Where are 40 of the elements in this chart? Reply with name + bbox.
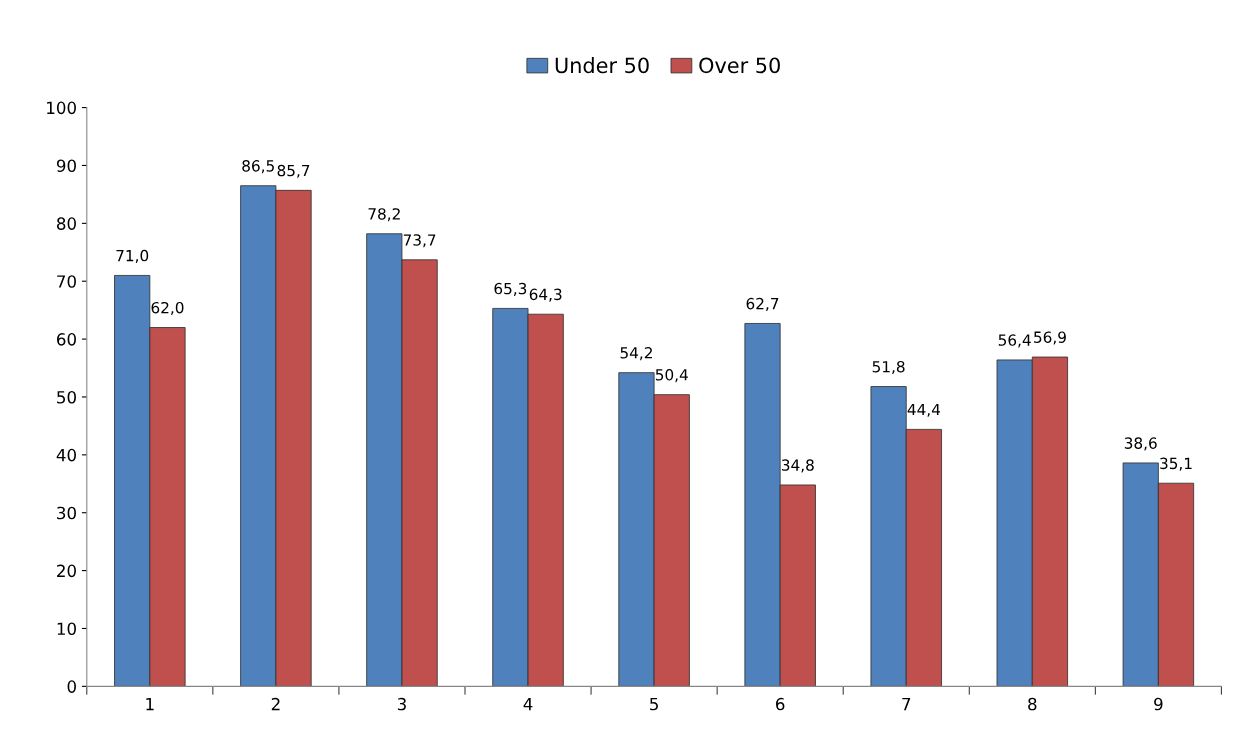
y-tick-label: 60 bbox=[57, 333, 76, 346]
y-tick-label: 100 bbox=[47, 101, 76, 115]
data-label: 71,0 bbox=[116, 249, 149, 263]
x-tick-label: 2 bbox=[271, 697, 280, 711]
data-label: 38,6 bbox=[1124, 437, 1157, 451]
y-tick-label: 20 bbox=[57, 564, 76, 578]
y-tick-label: 70 bbox=[57, 275, 76, 288]
data-label: 51,8 bbox=[872, 360, 905, 375]
data-label: 64,3 bbox=[529, 288, 562, 302]
data-label: 73,7 bbox=[403, 234, 436, 248]
data-label: 34,8 bbox=[781, 459, 814, 473]
data-label: 78,2 bbox=[368, 208, 400, 222]
x-tick-label: 6 bbox=[776, 697, 785, 711]
data-label: 44,4 bbox=[907, 403, 941, 417]
data-label: 85,7 bbox=[277, 164, 310, 178]
y-tick-label: 40 bbox=[56, 448, 76, 462]
data-label: 56,9 bbox=[1034, 331, 1066, 345]
legend-label: Over 50 bbox=[699, 57, 780, 74]
data-label: 50,4 bbox=[655, 369, 688, 383]
y-tick-label: 10 bbox=[57, 622, 76, 636]
x-tick-label: 5 bbox=[650, 697, 658, 711]
y-tick-label: 30 bbox=[57, 506, 76, 520]
data-label: 56,4 bbox=[998, 334, 1031, 348]
x-tick-label: 8 bbox=[1028, 697, 1037, 711]
x-tick-label: 9 bbox=[1154, 697, 1163, 711]
y-tick-label: 80 bbox=[57, 217, 76, 230]
y-tick-label: 50 bbox=[57, 390, 76, 404]
data-label: 86,5 bbox=[242, 160, 274, 174]
legend-label: Under 50 bbox=[555, 57, 649, 74]
data-label: 54,2 bbox=[620, 347, 652, 361]
data-label: 62,0 bbox=[151, 301, 184, 316]
data-label: 62,7 bbox=[746, 297, 779, 311]
x-tick-label: 3 bbox=[397, 697, 406, 711]
x-tick-label: 7 bbox=[902, 697, 911, 711]
x-tick-label: 4 bbox=[523, 697, 533, 711]
data-label: 65,3 bbox=[494, 282, 527, 296]
data-label: 35,1 bbox=[1160, 457, 1192, 471]
y-tick-label: 90 bbox=[56, 159, 76, 173]
y-tick-label: 0 bbox=[67, 680, 76, 693]
x-tick-label: 1 bbox=[146, 697, 154, 711]
